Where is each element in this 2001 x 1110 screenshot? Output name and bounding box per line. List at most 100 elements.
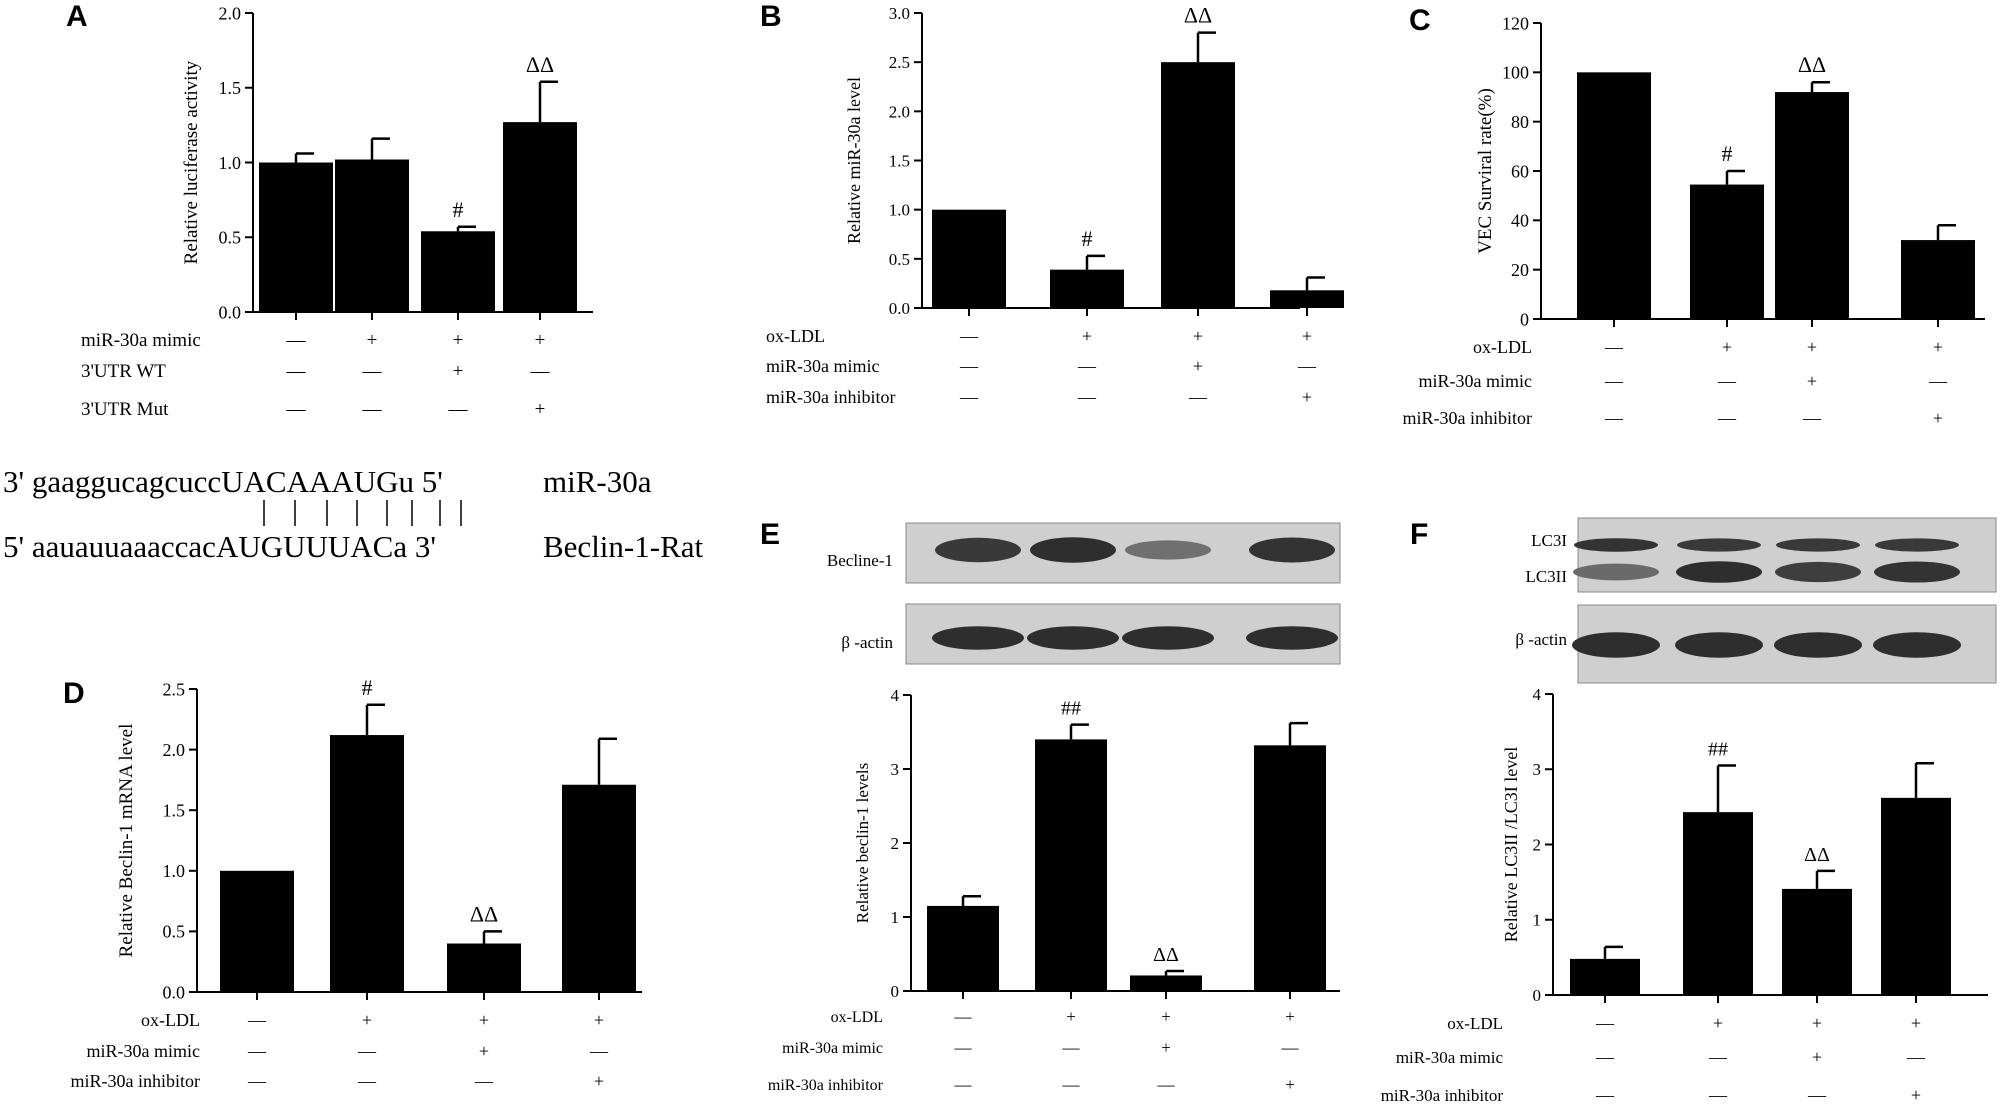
blot-label: β -actin [841,633,893,652]
condition-mark: + [1812,1013,1822,1033]
y-tick-label: 1 [891,908,900,927]
y-tick-label: 60 [1511,161,1529,181]
condition-label: miR-30a inhibitor [1403,408,1533,428]
bar [1270,290,1344,308]
condition-mark: + [1812,1047,1822,1067]
blot-label: LC3I [1531,531,1567,550]
condition-mark: + [1807,337,1817,357]
chart-panel-d: 0.0 0.5 1.0 1.5 2.0 2.5 Relative Beclin-1 mRNA… [71,675,642,1091]
blot-band [1574,538,1658,552]
panel-letter-a: A [66,0,88,33]
blot-band [935,537,1021,563]
y-tick-label: 2 [891,834,900,853]
blot-band [932,626,1024,650]
condition-mark: — [247,1071,267,1091]
y-tick-label: 2 [1533,835,1542,854]
condition-label: miR-30a inhibitor [768,1077,884,1094]
condition-label: ox-LDL [766,326,825,346]
y-tick-label: 2.0 [163,740,186,760]
condition-mark: + [1302,387,1312,407]
y-tick-label: 80 [1511,112,1529,132]
target-prefix: 5' aauauuaaaccac [3,529,216,564]
condition-mark: — [1595,1013,1615,1033]
sequence-alignment: 3' gaaggucagcuccUACAAAUGu 5' miR-30a 5' … [3,464,704,564]
condition-mark: + [594,1010,604,1030]
blot-band [1030,537,1116,563]
condition-mark: — [1077,387,1097,407]
condition-mark: — [247,1010,267,1030]
target-seed: AUGUUUAC [216,529,393,564]
significance-marker: # [1082,226,1093,251]
y-tick-label: 2.5 [163,679,186,699]
y-tick-label: 0 [891,982,900,1001]
y-tick-label: 20 [1511,260,1529,280]
y-tick-label: 2.0 [889,102,910,121]
condition-label: miR-30a mimic [1419,371,1532,391]
condition-mark: + [1807,371,1817,391]
y-tick-label: 3 [1533,760,1542,779]
blot-band [1122,626,1214,650]
condition-mark: — [1604,371,1624,391]
condition-mark: — [959,356,979,376]
condition-mark: + [1285,1007,1295,1026]
condition-label: miR-30a mimic [766,356,879,376]
y-tick-label: 4 [891,686,900,705]
condition-mark: + [1722,337,1732,357]
bar [447,943,521,992]
condition-mark: — [357,1041,377,1061]
condition-mark: — [1062,1038,1081,1057]
bar [1775,92,1849,319]
blot-band [1676,561,1762,583]
condition-mark: + [1933,408,1943,428]
condition-label: miR-30a inhibitor [71,1071,201,1091]
condition-label: ox-LDL [141,1010,200,1030]
bar [1050,269,1124,308]
condition-mark: + [453,361,464,382]
condition-label: miR-30a mimic [87,1041,200,1061]
condition-mark: — [1717,371,1737,391]
significance-marker: ΔΔ [1798,52,1826,77]
bar [562,784,636,992]
significance-marker: ΔΔ [1184,3,1212,28]
y-tick-label: 3 [891,760,900,779]
y-tick-label: 0.5 [219,228,242,248]
condition-mark: + [479,1010,489,1030]
bar [1881,797,1951,995]
y-tick-label: 0.0 [219,302,242,322]
condition-mark: + [535,399,546,420]
condition-mark: — [286,330,307,351]
y-tick-label: 1.5 [163,801,186,821]
condition-mark: + [1302,326,1312,346]
condition-mark: + [1285,1075,1295,1094]
bar [503,122,577,312]
condition-mark: — [959,326,979,346]
significance-marker: ## [1708,738,1728,760]
condition-mark: — [589,1041,609,1061]
chart-panel-a: 0.0 0.5 1.0 1.5 2.0 Relative luciferase activ… [81,3,593,420]
blot-band [1677,538,1761,552]
significance-marker: ΔΔ [1804,844,1830,866]
significance-marker: ## [1061,698,1081,720]
condition-mark: — [1906,1047,1926,1067]
y-tick-label: 100 [1502,63,1529,83]
condition-mark: + [1933,337,1943,357]
condition-label: miR-30a mimic [782,1040,883,1057]
bar [932,209,1006,308]
y-tick-label: 40 [1511,211,1529,231]
condition-mark: — [1717,408,1737,428]
y-axis-label: Relative beclin-1 levels [853,763,872,924]
y-tick-label: 120 [1502,13,1529,33]
blot-band [1775,561,1861,583]
blot-label: Becline-1 [827,551,893,570]
y-tick-label: 0 [1533,986,1542,1005]
condition-mark: + [479,1041,489,1061]
y-tick-label: 2.5 [889,53,910,72]
y-tick-label: 4 [1533,685,1542,704]
blot-band [1125,540,1211,560]
significance-marker: # [453,197,464,222]
mirna-name: miR-30a [543,464,652,499]
significance-marker: ΔΔ [470,901,498,926]
condition-mark: + [1193,326,1203,346]
bar [330,735,404,992]
y-axis-label: Relative Beclin-1 mRNA level [116,724,137,958]
